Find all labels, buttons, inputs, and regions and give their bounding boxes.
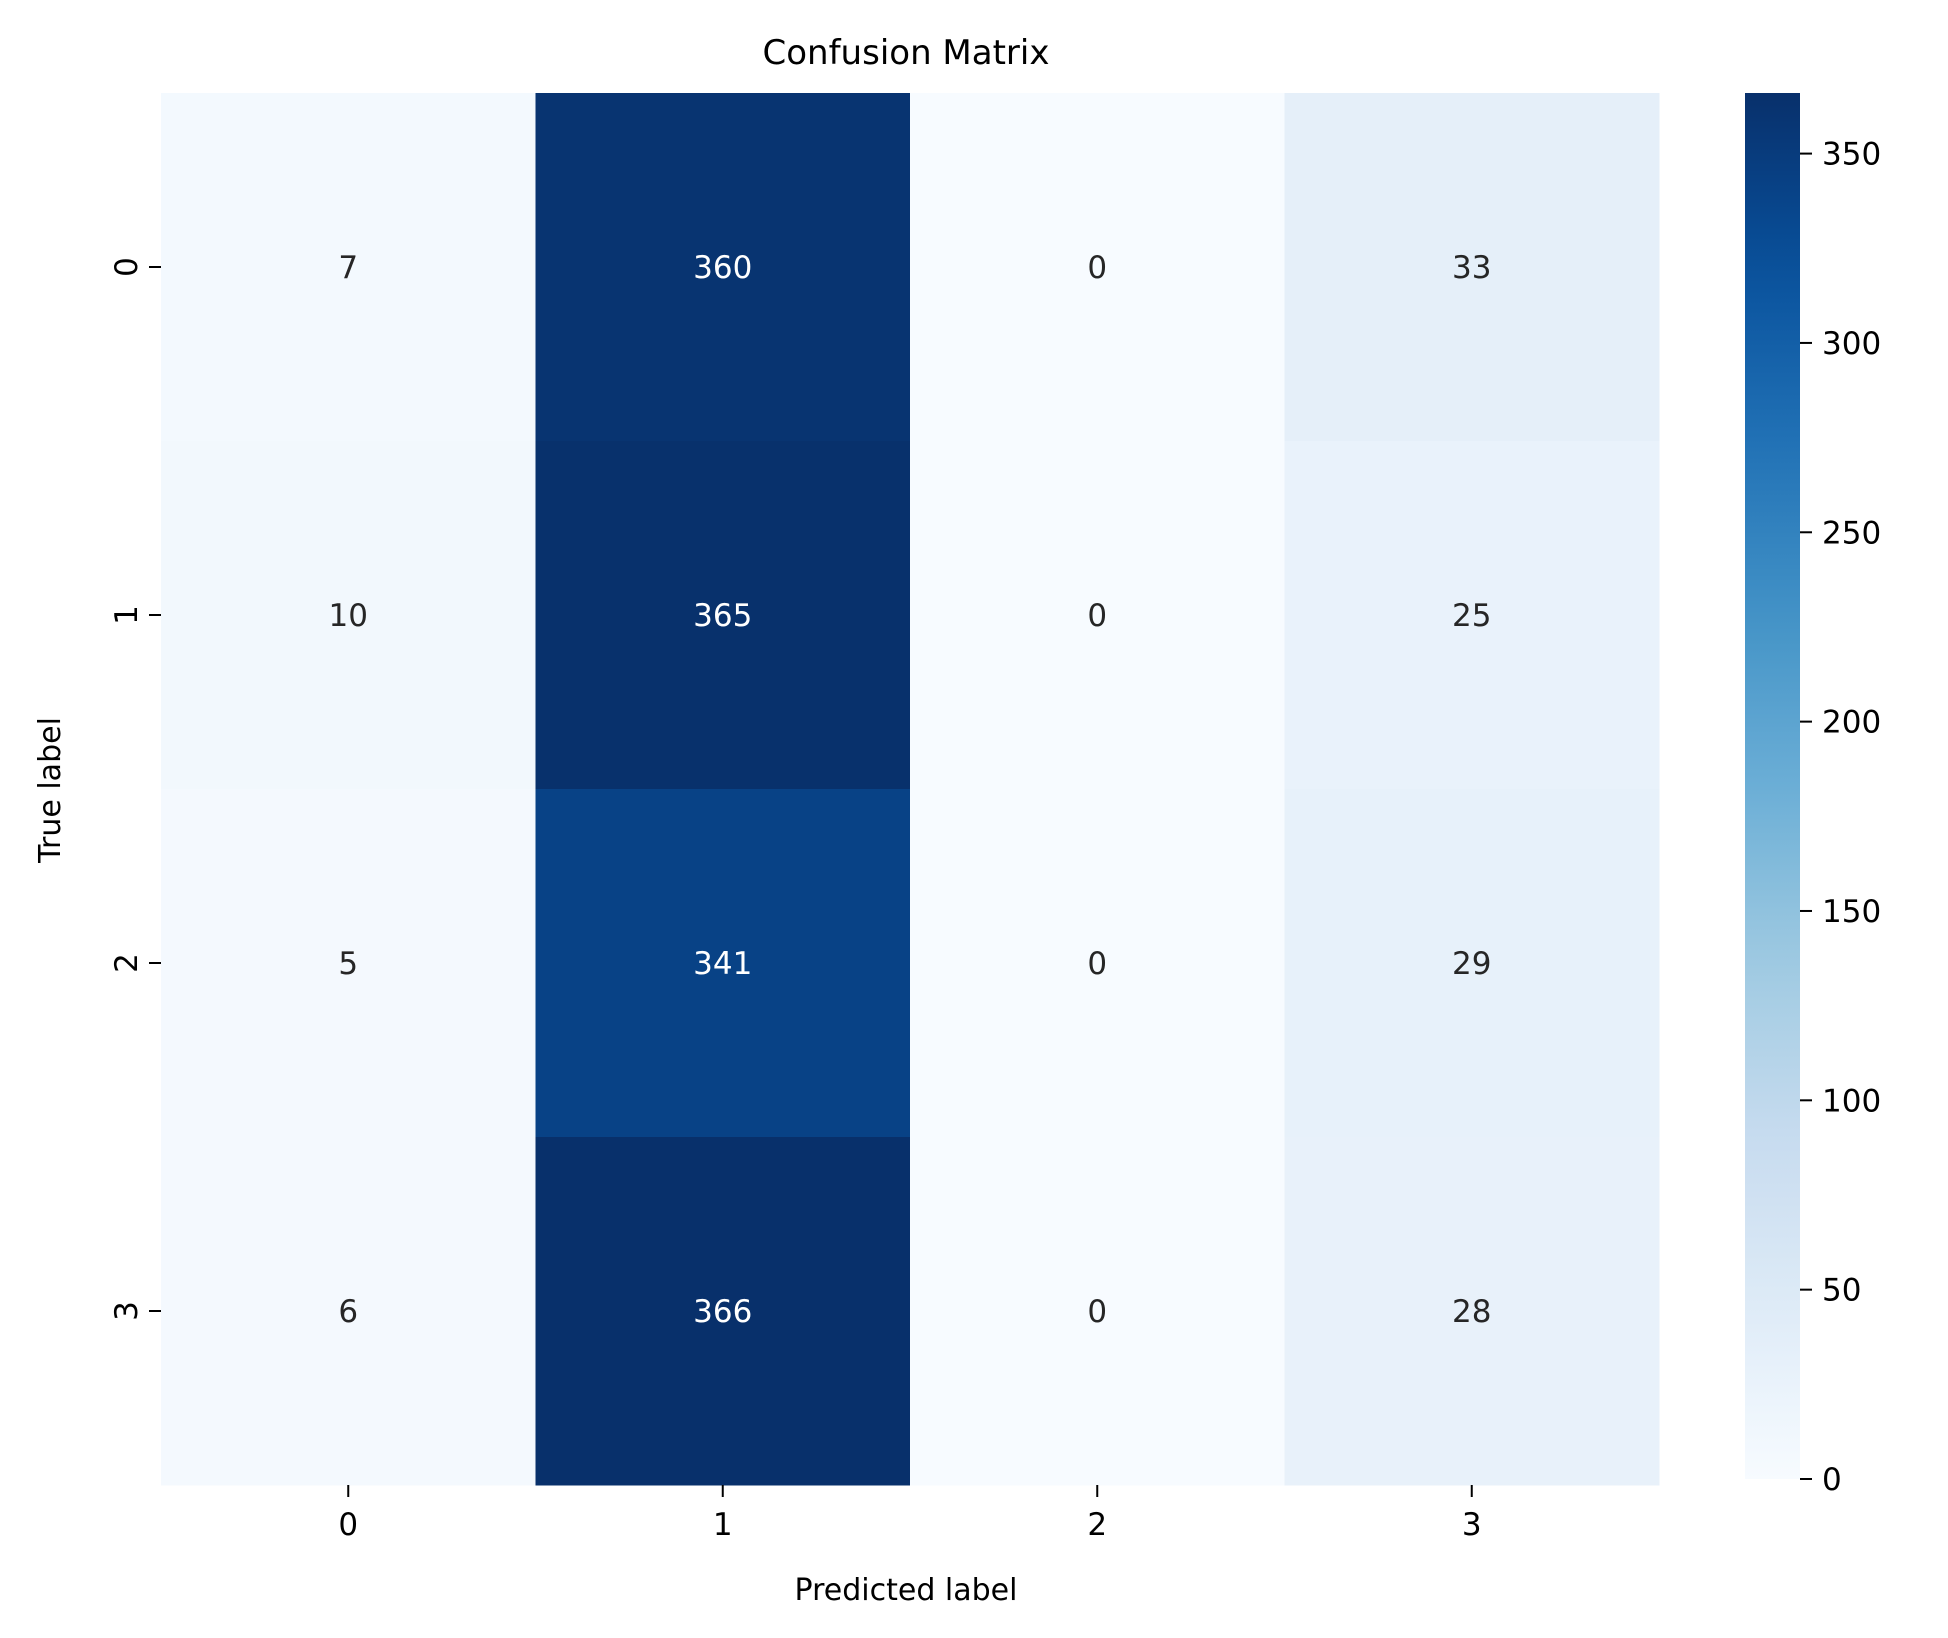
colorbar-tick-label: 350: [1822, 137, 1881, 173]
cell-value-label: 360: [693, 250, 752, 286]
cell-value-label: 366: [693, 1294, 752, 1330]
heatmap-cell: [535, 789, 911, 1138]
heatmap-cell: [535, 1137, 911, 1486]
heatmap-cell: [910, 93, 1285, 442]
cell-value-label: 29: [1452, 946, 1491, 982]
heatmap-cell: [1284, 1137, 1660, 1486]
colorbar-tick-label: 250: [1822, 515, 1881, 551]
y-tick-label: 3: [109, 1301, 145, 1321]
cell-value-label: 25: [1452, 598, 1491, 634]
heatmap-cell: [910, 441, 1285, 790]
cell-value-label: 5: [338, 946, 358, 982]
y-tick-label: 1: [109, 605, 145, 625]
y-axis: 0 1 2 3: [109, 257, 161, 1321]
heatmap-cell: [1284, 441, 1660, 790]
heatmap-cell: [1284, 789, 1660, 1138]
heatmap-cells: [161, 93, 1660, 1486]
colorbar-tick-label: 50: [1822, 1273, 1861, 1309]
cell-value-label: 341: [693, 946, 752, 982]
colorbar-tick-label: 150: [1822, 894, 1881, 930]
heatmap-cell: [1284, 93, 1660, 442]
colorbar-tick-label: 200: [1822, 705, 1881, 741]
heatmap-cell: [910, 1137, 1285, 1486]
x-axis-label: Predicted label: [795, 1573, 1018, 1608]
cell-value-label: 28: [1452, 1294, 1491, 1330]
chart-title: Confusion Matrix: [763, 33, 1050, 73]
cell-value-label: 0: [1087, 946, 1107, 982]
heatmap-cell: [161, 1137, 536, 1486]
cell-value-label: 10: [329, 598, 368, 634]
heatmap-cell: [161, 789, 536, 1138]
cell-annotations: 7 360 0 33 10 365 0 25 5 341 0 29 6 366 0 28: [329, 250, 1492, 1330]
cell-value-label: 0: [1087, 250, 1107, 286]
cell-value-label: 0: [1087, 598, 1107, 634]
colorbar-tick-label: 300: [1822, 326, 1881, 362]
x-tick-label: 2: [1087, 1507, 1107, 1543]
cell-value-label: 33: [1452, 250, 1491, 286]
heatmap-cell: [161, 93, 536, 442]
y-tick-label: 0: [109, 257, 145, 277]
cell-value-label: 7: [338, 250, 358, 286]
y-axis-label: True label: [33, 717, 68, 864]
x-tick-label: 0: [338, 1507, 358, 1543]
heatmap-cell: [535, 441, 911, 790]
cell-value-label: 0: [1087, 1294, 1107, 1330]
heatmap-cell: [161, 441, 536, 790]
heatmap-cell: [910, 789, 1285, 1138]
colorbar-tick-label: 0: [1822, 1462, 1842, 1498]
y-tick-label: 2: [109, 953, 145, 973]
x-axis: 0 1 2 3: [338, 1485, 1482, 1543]
x-tick-label: 3: [1462, 1507, 1482, 1543]
cell-value-label: 365: [693, 598, 752, 634]
colorbar-ticks: 0 50 100 150 200 250 300 350: [1800, 137, 1881, 1498]
colorbar-tick-label: 100: [1822, 1083, 1881, 1119]
colorbar: [1745, 93, 1800, 1479]
cell-value-label: 6: [338, 1294, 358, 1330]
heatmap-cell: [535, 93, 911, 442]
x-tick-label: 1: [713, 1507, 733, 1543]
